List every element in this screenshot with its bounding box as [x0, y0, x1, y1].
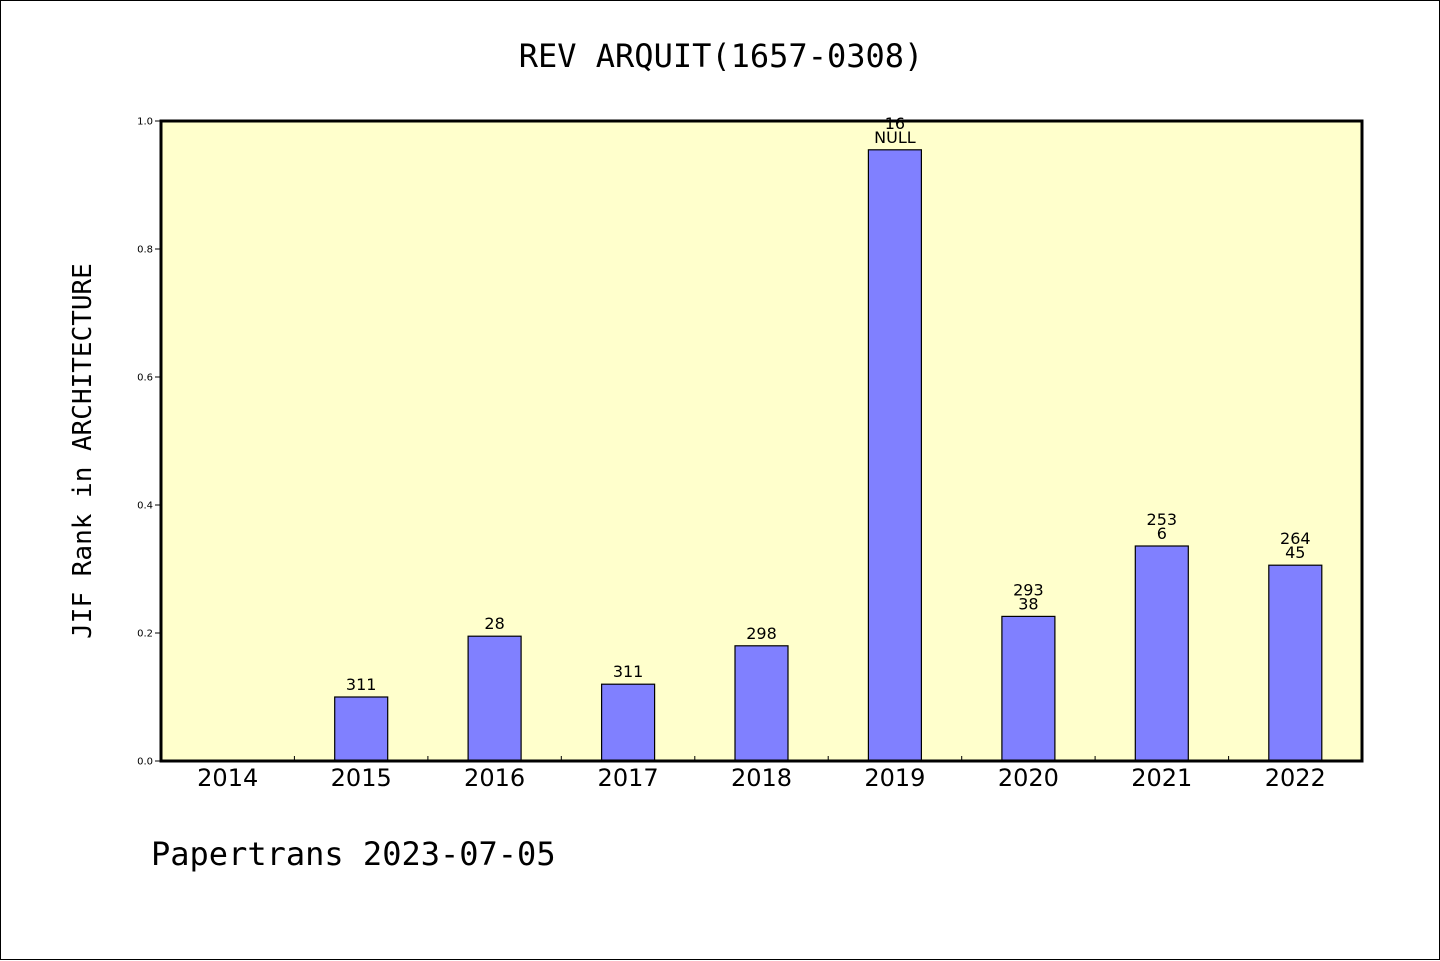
x-tick-label-2014: 2014	[197, 764, 258, 792]
data-label-2019-2: NULL	[874, 128, 916, 147]
x-tick-label-2019: 2019	[864, 764, 925, 792]
data-label-2020-1: 293	[1013, 580, 1044, 599]
bar-2021	[1134, 545, 1189, 762]
bar-2015	[334, 696, 389, 762]
y-axis-label: JIF Rank in ARCHITECTURE	[68, 263, 98, 639]
data-label-2016-1: 28	[484, 614, 504, 633]
x-tick-label-2015: 2015	[331, 764, 392, 792]
y-tick-label-5: 1.0	[137, 117, 153, 128]
footer-text: Papertrans 2023-07-05	[151, 835, 556, 873]
data-label-2020-2: 38	[1018, 594, 1038, 613]
plot-border	[159, 119, 1364, 763]
y-tick-label-3: 0.6	[137, 373, 153, 384]
y-tick-label-1: 0.2	[137, 629, 153, 640]
y-tick-label-0: 0.0	[137, 757, 153, 768]
bar-2022	[1268, 564, 1323, 762]
bar-2019	[867, 149, 923, 762]
x-tick-label-2017: 2017	[598, 764, 659, 792]
x-tick-label-2022: 2022	[1265, 764, 1326, 792]
bars-layer	[334, 149, 1323, 762]
y-tick-label-4: 0.8	[137, 245, 153, 256]
x-axis-ticks: 2014 2015 2016 2017 2018 2019 2020 2021 2022	[197, 756, 1326, 792]
x-tick-label-2021: 2021	[1131, 764, 1192, 792]
y-axis-ticks: 0.0 0.2 0.4 0.6 0.8 1.0	[137, 117, 161, 768]
data-label-2018-1: 298	[746, 624, 777, 643]
bar-2017	[600, 683, 656, 762]
y-tick-label-2: 0.4	[137, 501, 153, 512]
data-label-2017-1: 311	[613, 662, 644, 681]
bar-2016	[467, 635, 522, 762]
x-tick-label-2020: 2020	[998, 764, 1059, 792]
bar-2020	[1001, 615, 1056, 762]
data-label-2015-1: 311	[346, 675, 377, 694]
data-label-2022-2: 45	[1285, 543, 1305, 562]
data-label-2022-1: 264	[1280, 529, 1311, 548]
data-label-2021-1: 253	[1147, 510, 1178, 529]
x-tick-label-2018: 2018	[731, 764, 792, 792]
bar-2018	[734, 645, 789, 762]
x-tick-label-2016: 2016	[464, 764, 525, 792]
chart-title: REV ARQUIT(1657-0308)	[519, 37, 924, 75]
data-label-2019-1: 16	[885, 114, 905, 133]
data-label-2021-2: 6	[1157, 524, 1167, 543]
